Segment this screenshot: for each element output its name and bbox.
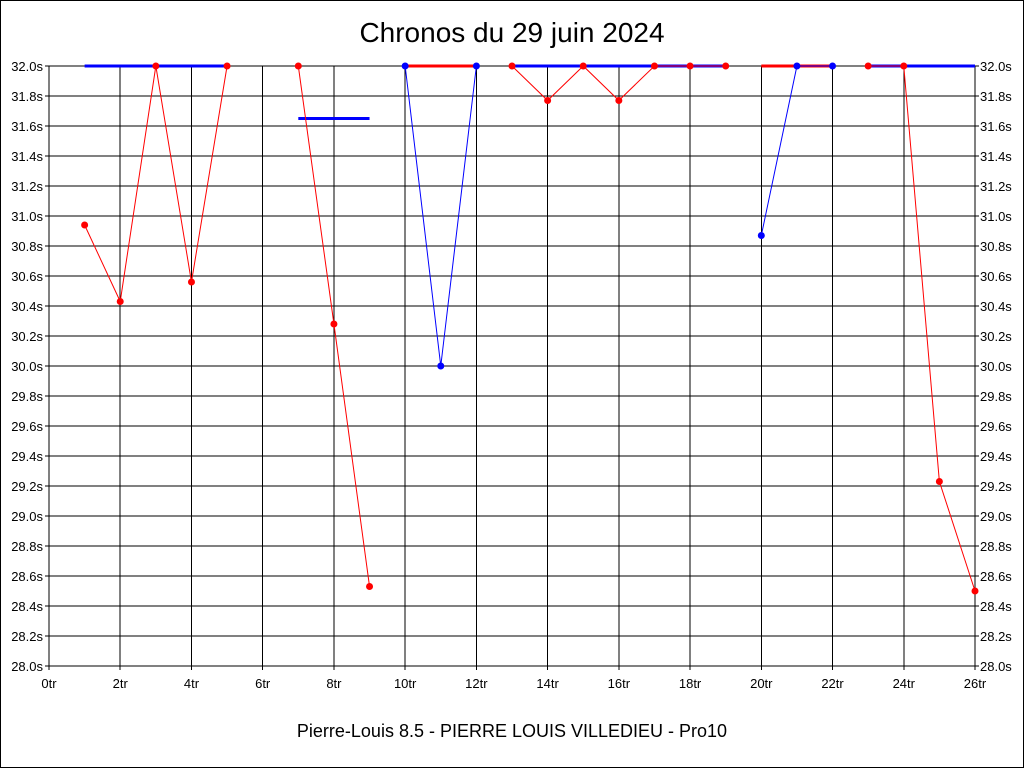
y-tick-label: 30.0s [11,359,43,374]
y-tick-label: 30.4s [980,299,1012,314]
data-point [116,298,124,305]
y-axis-left: 28.0s 28.2s 28.4s 28.6s 28.8s 29.0s 29.2s 29.4s… [11,59,43,674]
y-tick-label: 29.0s [11,509,43,524]
y-tick-label: 31.0s [980,209,1012,224]
y-tick-label: 29.8s [980,389,1012,404]
x-tick-label: 10tr [394,676,417,691]
y-tick-label: 30.8s [980,239,1012,254]
y-tick-label: 29.6s [980,419,1012,434]
y-tick-label: 30.2s [980,329,1012,344]
y-axis-right: 28.0s 28.2s 28.4s 28.6s 28.8s 29.0s 29.2s 29.4s… [980,59,1012,674]
series-line [760,65,833,236]
y-tick-label: 30.4s [11,299,43,314]
y-tick-label: 30.0s [980,359,1012,374]
data-point [935,478,943,485]
x-tick-label: 2tr [113,676,129,691]
y-tick-label: 31.2s [980,179,1012,194]
data-point [366,583,374,590]
data-point [650,62,658,70]
data-point [472,62,480,70]
series-line [868,65,976,592]
plot-area [81,62,979,595]
data-point [793,62,801,70]
y-tick-label: 28.6s [11,569,43,584]
data-point [722,62,730,70]
y-tick-label: 29.4s [980,449,1012,464]
y-tick-label: 30.8s [11,239,43,254]
x-tick-label: 18tr [679,676,702,691]
x-tick-label: 20tr [750,676,773,691]
x-tick-label: 12tr [465,676,488,691]
x-tick-label: 22tr [821,676,844,691]
series-line [84,65,228,304]
y-tick-label: 28.2s [980,629,1012,644]
data-point [900,62,908,70]
data-point [508,62,516,70]
y-tick-label: 30.6s [11,269,43,284]
chart-subtitle: Pierre-Louis 8.5 - PIERRE LOUIS VILLEDIE… [296,721,728,741]
data-point [330,320,338,328]
y-tick-label: 29.6s [11,419,43,434]
y-tick-label: 28.0s [980,659,1012,674]
y-tick-label: 31.2s [11,179,43,194]
x-tick-label: 24tr [893,676,916,691]
y-tick-label: 30.2s [11,329,43,344]
data-point [686,62,694,70]
y-tick-label: 31.0s [11,209,43,224]
data-point [544,97,552,104]
y-tick-label: 31.8s [980,89,1012,104]
y-tick-label: 32.0s [980,59,1012,74]
y-tick-label: 29.8s [11,389,43,404]
x-tick-label: 8tr [326,676,342,691]
y-tick-label: 29.4s [11,449,43,464]
data-point [152,62,160,70]
data-point [864,62,872,70]
data-point [579,62,587,70]
y-tick-label: 31.6s [980,119,1012,134]
x-axis: 0tr 2tr 4tr 6tr 8tr 10tr 12tr 14tr 16tr 18tr 20tr 2… [41,676,986,691]
data-point [615,97,623,104]
y-tick-label: 31.6s [11,119,43,134]
data-point [437,362,445,370]
x-tick-label: 14tr [536,676,559,691]
y-tick-label: 28.8s [980,539,1012,554]
chart-title: Chronos du 29 juin 2024 [359,17,665,48]
x-tick-label: 26tr [964,676,987,691]
x-tick-label: 4tr [184,676,200,691]
y-tick-label: 28.2s [11,629,43,644]
y-tick-label: 28.4s [980,599,1012,614]
data-point [294,62,302,70]
y-tick-label: 28.6s [980,569,1012,584]
data-point [187,278,195,286]
y-tick-label: 29.0s [980,509,1012,524]
y-tick-label: 28.4s [11,599,43,614]
data-point [401,62,409,70]
data-point [971,587,979,595]
y-tick-label: 28.0s [11,659,43,674]
data-point [829,62,837,70]
y-tick-label: 29.2s [11,479,43,494]
x-tick-label: 0tr [41,676,57,691]
x-tick-label: 16tr [608,676,631,691]
x-tick-label: 6tr [255,676,271,691]
data-point [223,62,231,70]
grid [45,65,979,670]
y-tick-label: 31.8s [11,89,43,104]
y-tick-label: 32.0s [11,59,43,74]
y-tick-label: 30.6s [980,269,1012,284]
y-tick-label: 31.4s [11,149,43,164]
y-tick-label: 31.4s [980,149,1012,164]
y-tick-label: 28.8s [11,539,43,554]
y-tick-label: 29.2s [980,479,1012,494]
data-point [757,232,765,239]
data-point [81,221,89,229]
